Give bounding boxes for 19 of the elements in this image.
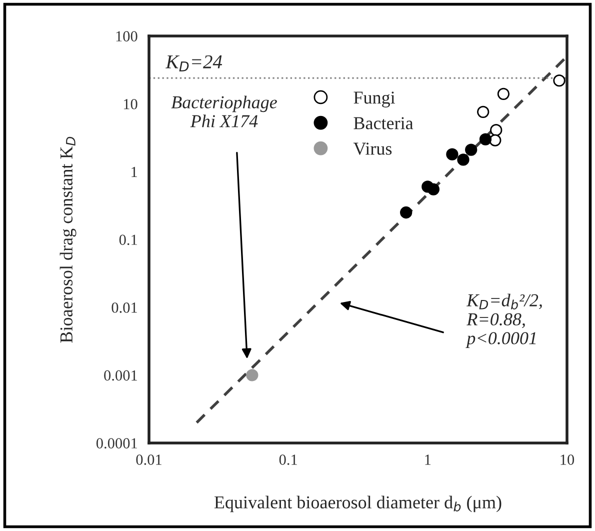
legend-label: Fungi xyxy=(354,92,395,108)
y-tick-label: 0.001 xyxy=(104,370,137,381)
ref-line-label: K$_{D}$=24 xyxy=(165,55,222,72)
y-tick-label: 0.0001 xyxy=(96,438,137,449)
x-axis-title: Equivalent bioaerosol diameter d$_{b}$ (μm) xyxy=(214,496,502,512)
annotation: K$_{D}$=d$_{b}$²/2, R=0.88, p<0.0001 xyxy=(466,294,542,348)
y-tick-label: 100 xyxy=(116,31,138,42)
annotation: Bacteriophage Phi X174 xyxy=(171,96,277,128)
legend-label: Bacteria xyxy=(354,117,414,130)
y-tick-label: 0.1 xyxy=(119,234,137,246)
x-tick-label: 0.1 xyxy=(279,454,297,465)
x-tick-label: 10 xyxy=(560,454,574,465)
x-tick-label: 0.01 xyxy=(136,454,162,465)
y-tick-label: 10 xyxy=(124,98,138,110)
y-tick-label: 1 xyxy=(132,166,137,177)
y-axis-title: Bioaerosol drag constant K$_{D}$ xyxy=(60,136,76,343)
y-tick-label: 0.01 xyxy=(112,302,137,313)
x-tick-label: 1 xyxy=(425,454,431,465)
legend-label: Virus xyxy=(353,142,392,155)
